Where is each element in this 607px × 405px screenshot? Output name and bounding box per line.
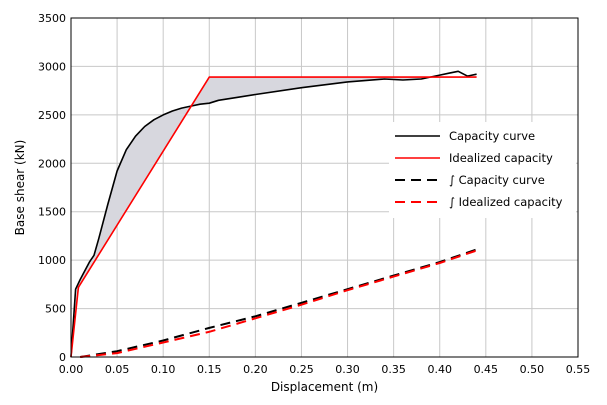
idealized-capacity-line [70,76,477,358]
x-tick-label: 0.45 [474,363,499,376]
x-tick-label: 0.50 [520,363,545,376]
y-tick-label: 1000 [38,254,66,267]
difference-fill-area [71,75,440,357]
y-tick-label: 3500 [38,12,66,25]
x-tick-label: 0.40 [427,363,452,376]
legend: Capacity curve Idealized capacity ∫ Capaci… [389,122,576,218]
legend-label: Idealized capacity [449,151,553,165]
y-tick-labels: 0 500 1000 1500 2000 2500 3000 3500 [38,12,66,364]
x-axis-label: Displacement (m) [271,380,378,394]
x-tick-label: 0.05 [105,363,130,376]
x-tick-label: 0.00 [59,363,84,376]
legend-label: ∫ Idealized capacity [449,195,563,209]
y-axis-label: Base shear (kN) [13,140,27,236]
y-tick-label: 2000 [38,157,66,170]
legend-label: Capacity curve [449,129,535,143]
x-tick-label: 0.10 [151,363,176,376]
legend-label: ∫ Capacity curve [449,173,545,187]
x-tick-label: 0.20 [243,363,268,376]
x-tick-label: 0.35 [381,363,406,376]
y-tick-label: 500 [45,303,66,316]
x-tick-label: 0.30 [335,363,360,376]
x-tick-label: 0.15 [197,363,222,376]
y-tick-label: 0 [59,351,66,364]
y-tick-label: 2500 [38,109,66,122]
y-tick-label: 3000 [38,60,66,73]
series-lines [70,70,477,358]
plot-frame [70,17,579,358]
x-tick-label: 0.55 [566,363,591,376]
x-tick-label: 0.25 [289,363,314,376]
x-tick-labels: 0.00 0.05 0.10 0.15 0.20 0.25 0.30 0.35 0.40 0.45… [59,363,591,376]
y-tick-label: 1500 [38,206,66,219]
